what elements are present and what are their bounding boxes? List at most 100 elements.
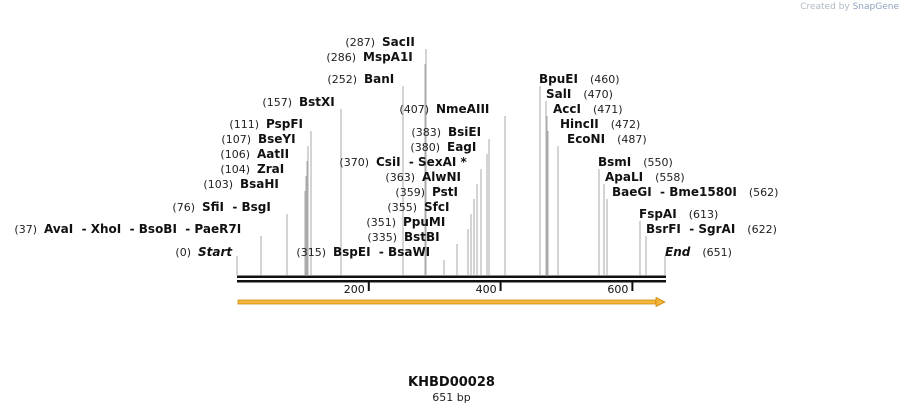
tick-label-200: 200 [344, 283, 365, 296]
site-name: BspEI - BsaWI [333, 245, 430, 259]
credit-prefix: Created by [800, 2, 850, 12]
site-position: (351) [366, 216, 396, 229]
site-position: (37) [14, 223, 37, 236]
backbone-bottom-strand [237, 280, 666, 283]
site-label-start[interactable]: (0) Start [175, 245, 233, 259]
site-position: (335) [367, 231, 397, 244]
site-label-bsiei[interactable]: (383) BsiEI [411, 125, 481, 139]
site-position: (157) [262, 96, 292, 109]
site-position: (550) [643, 156, 673, 169]
site-label-nmeaiii[interactable]: (407) NmeAIII [399, 102, 489, 116]
site-label-bsrfi[interactable]: (622) BsrFI - SgrAI [646, 222, 777, 236]
site-name: BsiEI [448, 125, 481, 139]
site-label-sacii[interactable]: (287) SacII [345, 35, 414, 49]
site-position: (472) [611, 118, 641, 131]
site-position: (470) [583, 88, 613, 101]
site-position: (471) [593, 103, 623, 116]
tick-mark-200 [367, 282, 370, 291]
site-label-sali[interactable]: (470) SalI [546, 87, 613, 101]
site-label-avai[interactable]: (37) AvaI - XhoI - BsoBI - PaeR7I [14, 222, 241, 236]
site-label-bseyi[interactable]: (107) BseYI [221, 132, 295, 146]
site-position: (363) [385, 171, 415, 184]
site-label-bstxi[interactable]: (157) BstXI [262, 95, 334, 109]
site-label-hincii[interactable]: (472) HincII [560, 117, 640, 131]
site-label-bani[interactable]: (252) BanI [327, 72, 394, 86]
site-name: BseYI [258, 132, 296, 146]
site-name: BpuEI [539, 72, 578, 86]
site-position: (106) [220, 148, 250, 161]
site-position: (562) [749, 186, 779, 199]
site-label-end[interactable]: (651) End [665, 245, 732, 259]
site-label-bsmi[interactable]: (550) BsmI [598, 155, 673, 169]
site-name: PstI [432, 185, 458, 199]
dna-backbone [237, 275, 666, 283]
site-position: (103) [203, 178, 233, 191]
site-name: BsrFI - SgrAI [646, 222, 735, 236]
site-name: BstBI [404, 230, 440, 244]
site-label-eagi[interactable]: (380) EagI [410, 140, 476, 154]
site-name: AlwNI [422, 170, 461, 184]
tick-label-600: 600 [607, 283, 628, 296]
site-label-fspai[interactable]: (613) FspAI [639, 207, 718, 221]
site-label-csii[interactable]: (370) CsiI - SexAI * [339, 155, 467, 169]
site-label-bsahi[interactable]: (103) BsaHI [203, 177, 279, 191]
site-label-bspei[interactable]: (315) BspEI - BsaWI [296, 245, 430, 259]
site-name: End [665, 245, 691, 259]
map-name: KHBD00028 [408, 375, 495, 390]
site-labels: (0) Start (37) AvaI - XhoI - BsoBI - PaeR7I… [14, 35, 778, 259]
site-label-sfci[interactable]: (355) SfcI [387, 200, 449, 214]
snapgene-credit: Created by SnapGene [800, 2, 899, 12]
ruler-ticks: 200 400 600 [344, 282, 634, 296]
site-label-sfii[interactable]: (76) SfiI - BsgI [172, 200, 270, 214]
site-name: NmeAIII [436, 102, 489, 116]
site-name: ApaLI [605, 170, 643, 184]
site-position: (407) [399, 103, 429, 116]
site-name: BstXI [299, 95, 335, 109]
site-name: AatII [257, 147, 289, 161]
site-label-aatii[interactable]: (106) AatII [220, 147, 289, 161]
site-position: (104) [220, 163, 250, 176]
site-position: (613) [689, 208, 719, 221]
site-label-acci[interactable]: (471) AccI [553, 102, 623, 116]
site-name: AccI [553, 102, 581, 116]
feature-arrow [237, 296, 666, 308]
site-position: (355) [387, 201, 417, 214]
site-position: (252) [327, 73, 357, 86]
site-position: (622) [747, 223, 777, 236]
site-label-psti[interactable]: (359) PstI [395, 185, 458, 199]
site-label-pspfi[interactable]: (111) PspFI [229, 117, 303, 131]
site-position: (107) [221, 133, 251, 146]
site-label-ppumi[interactable]: (351) PpuMI [366, 215, 445, 229]
feature-arrow-body [237, 299, 657, 305]
site-label-econi[interactable]: (487) EcoNI [567, 132, 647, 146]
site-label-mspa1i[interactable]: (286) MspA1I [326, 50, 412, 64]
credit-brand: SnapGene [852, 2, 899, 12]
site-position: (286) [326, 51, 356, 64]
site-position: (380) [410, 141, 440, 154]
site-position: (460) [590, 73, 620, 86]
tick-label-400: 400 [476, 283, 497, 296]
site-name: MspA1I [363, 50, 413, 64]
tick-mark-600 [631, 282, 634, 291]
site-name: SacII [382, 35, 415, 49]
feature-arrow-head [655, 296, 666, 308]
site-label-zrai[interactable]: (104) ZraI [220, 162, 284, 176]
site-name: SfiI - BsgI [202, 200, 271, 214]
site-name: AvaI - XhoI - BsoBI - PaeR7I [44, 222, 241, 236]
site-name: PpuMI [403, 215, 445, 229]
site-name: PspFI [266, 117, 303, 131]
site-label-apali[interactable]: (558) ApaLI [605, 170, 685, 184]
site-position: (487) [617, 133, 647, 146]
site-name: BsaHI [240, 177, 279, 191]
site-label-bstbi[interactable]: (335) BstBI [367, 230, 439, 244]
site-label-baegi[interactable]: (562) BaeGI - Bme1580I [612, 185, 778, 199]
site-name: BaeGI - Bme1580I [612, 185, 737, 199]
site-position: (315) [296, 246, 326, 259]
site-name: EcoNI [567, 132, 605, 146]
tick-mark-400 [499, 282, 502, 291]
site-position: (651) [702, 246, 732, 259]
site-label-alwni[interactable]: (363) AlwNI [385, 170, 461, 184]
site-name: BanI [364, 72, 394, 86]
site-name: ZraI [257, 162, 284, 176]
site-label-bpuei[interactable]: (460) BpuEI [539, 72, 620, 86]
